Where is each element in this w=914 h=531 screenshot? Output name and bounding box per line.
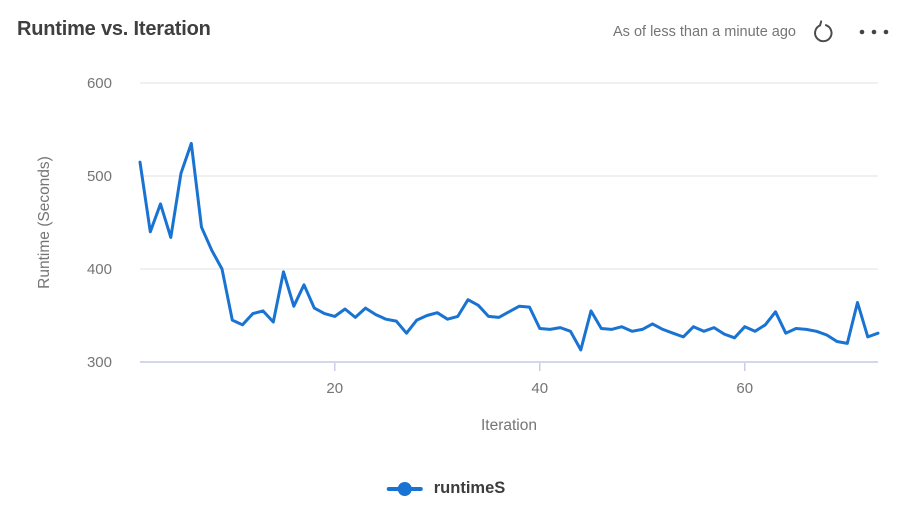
x-axis-title: Iteration xyxy=(481,417,537,434)
more-options-button[interactable] xyxy=(850,16,898,48)
chart-toolbar: As of less than a minute ago xyxy=(613,16,898,48)
y-tick-label-500: 500 xyxy=(87,168,112,185)
y-tick-label-400: 400 xyxy=(87,261,112,278)
series-line-runtimeS[interactable] xyxy=(138,141,880,352)
y-tick-label-300: 300 xyxy=(87,354,112,371)
legend-series-marker-icon xyxy=(386,481,423,497)
legend-label: runtimeS xyxy=(433,479,506,497)
ellipsis-icon xyxy=(859,29,889,35)
runtime-line-chart[interactable]: 300 400 500 600 20 40 60 Iteration Runtime (Seco… xyxy=(0,0,914,460)
page-title: Runtime vs. Iteration xyxy=(17,18,211,40)
refresh-button[interactable] xyxy=(808,16,838,48)
y-axis-title: Runtime (Seconds) xyxy=(36,156,53,289)
y-tick-label-600: 600 xyxy=(87,75,112,92)
x-tick-label-40: 40 xyxy=(531,380,548,397)
x-tick-label-60: 60 xyxy=(736,380,753,397)
refresh-icon xyxy=(814,20,833,43)
chart-legend[interactable]: runtimeS xyxy=(386,479,506,498)
x-tick-label-20: 20 xyxy=(326,380,343,397)
as-of-timestamp: As of less than a minute ago xyxy=(613,24,796,40)
